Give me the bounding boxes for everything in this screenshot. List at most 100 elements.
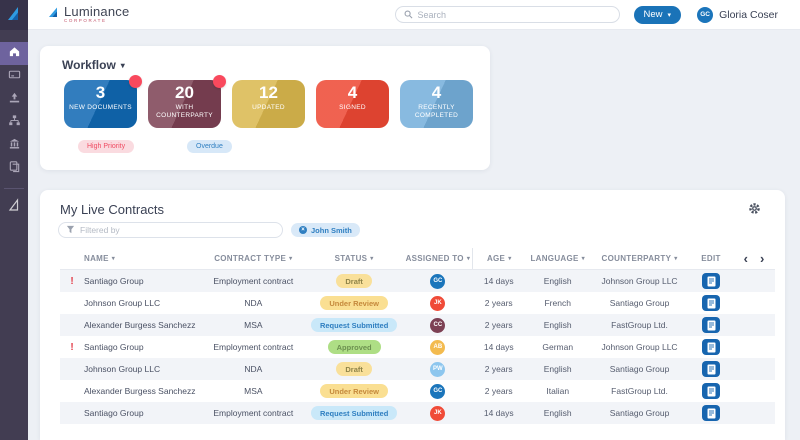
sidebar-item-bank[interactable] xyxy=(0,134,28,157)
contracts-title: My Live Contracts xyxy=(60,202,165,217)
cell-assigned-to: AB xyxy=(404,339,473,355)
cell-name: Alexander Burgess Sanchezz xyxy=(84,320,196,330)
caret-down-icon: ▾ xyxy=(120,60,125,70)
header-age[interactable]: Age ▾ xyxy=(472,248,525,269)
status-badge: Draft xyxy=(336,274,372,288)
filter-input[interactable] xyxy=(80,225,275,235)
tag-overdue[interactable]: Overdue xyxy=(187,140,232,153)
header-contract-type[interactable]: Contract Type ▾ xyxy=(214,254,293,263)
remove-filter-icon[interactable]: × xyxy=(299,226,307,234)
sort-caret-icon: ▾ xyxy=(674,256,678,262)
edit-button[interactable] xyxy=(702,273,720,289)
table-row[interactable]: Alexander Burgess Sanchezz MSA Under Rev… xyxy=(60,380,775,402)
cell-assigned-to: GC xyxy=(404,273,473,289)
table-row[interactable]: ! Santiago Group Employment contract App… xyxy=(60,336,775,358)
status-badge: Request Submitted xyxy=(310,406,398,420)
edit-button[interactable] xyxy=(702,295,720,311)
edit-button[interactable] xyxy=(702,383,720,399)
table-row[interactable]: Santiago Group Employment contract Reque… xyxy=(60,402,775,424)
filter-box[interactable] xyxy=(58,222,283,238)
card-updated[interactable]: 12 Updated xyxy=(232,80,305,128)
sort-caret-icon: ▾ xyxy=(466,256,471,262)
cell-contract-type: MSA xyxy=(244,320,263,330)
search-box[interactable] xyxy=(394,6,620,23)
edit-button[interactable] xyxy=(702,317,720,333)
card-signed[interactable]: 4 Signed xyxy=(316,80,389,128)
sidebar-item-hierarchy[interactable] xyxy=(0,111,28,134)
workflow-dropdown[interactable]: Workflow ▾ xyxy=(62,58,125,72)
topbar: Luminance CORPORATE New ▾ GC Gloria Cose… xyxy=(28,0,800,30)
sort-caret-icon: ▾ xyxy=(508,256,512,262)
cell-edit xyxy=(689,383,733,399)
sidebar-item-documents[interactable] xyxy=(0,157,28,180)
card-new-documents[interactable]: 3 New Documents xyxy=(64,75,142,128)
sidebar xyxy=(0,0,28,440)
hierarchy-icon xyxy=(8,114,21,132)
edit-button[interactable] xyxy=(702,339,720,355)
card-label: New Documents xyxy=(69,104,132,111)
cell-status: Request Submitted xyxy=(305,318,404,332)
cell-status: Draft xyxy=(305,274,404,288)
status-badge: Under Review xyxy=(320,384,388,398)
upload-icon xyxy=(8,91,21,109)
cell-language: English xyxy=(543,364,572,374)
cell-age: 2 years xyxy=(484,386,513,396)
cell-status: Approved xyxy=(305,340,404,354)
new-button[interactable]: New ▾ xyxy=(633,5,682,24)
sort-caret-icon: ▾ xyxy=(581,256,585,262)
card-value: 20 xyxy=(175,83,194,102)
user-menu[interactable]: GC Gloria Coser xyxy=(697,6,778,23)
cell-edit xyxy=(689,361,733,377)
notification-dot xyxy=(129,75,142,88)
table-row[interactable]: Alexander Burgess Sanchezz MSA Request S… xyxy=(60,314,775,336)
cell-name: Santiago Group xyxy=(84,408,144,418)
cell-edit xyxy=(689,295,733,311)
edit-button[interactable] xyxy=(702,405,720,421)
cell-language: German xyxy=(542,342,574,352)
workflow-panel: Workflow ▾ 3 New Documents 20 With Count… xyxy=(40,46,490,170)
sidebar-item-upload[interactable] xyxy=(0,88,28,111)
gear-icon[interactable] xyxy=(748,202,761,220)
card-with-counterparty[interactable]: 20 With Counterparty xyxy=(148,75,226,128)
assignee-avatar: PW xyxy=(430,361,446,377)
table-row[interactable]: Johnson Group LLC NDA Draft PW 2 years E… xyxy=(60,358,775,380)
brand-name: Luminance xyxy=(64,4,130,19)
cell-contract-type: NDA xyxy=(244,364,263,374)
cell-age: 2 years xyxy=(484,320,513,330)
sidebar-item-cards[interactable] xyxy=(0,65,28,88)
status-badge: Request Submitted xyxy=(310,318,398,332)
cell-counterparty: Santiago Group xyxy=(609,408,670,418)
cell-assigned-to: JK xyxy=(404,295,473,311)
sidebar-item-home[interactable] xyxy=(0,42,28,65)
contracts-table: Name ▾ Contract Type ▾ Status ▾ Assigned To… xyxy=(60,248,775,424)
tag-high-priority[interactable]: High Priority xyxy=(78,140,135,153)
edit-button[interactable] xyxy=(702,361,720,377)
cell-age: 14 days xyxy=(483,276,514,286)
sidebar-logo[interactable] xyxy=(0,0,28,30)
card-recently-completed[interactable]: 4 Recently Completed xyxy=(400,80,473,128)
table-pagination: ‹ › xyxy=(733,252,775,265)
cell-contract-type: Employment contract xyxy=(213,408,294,418)
cell-language: English xyxy=(543,408,572,418)
filter-chip-john-smith[interactable]: × John Smith xyxy=(291,223,360,237)
header-language[interactable]: Language ▾ xyxy=(530,254,585,263)
search-input[interactable] xyxy=(417,9,611,20)
header-assigned-to[interactable]: Assigned To ▾ xyxy=(405,254,471,263)
chevron-left-icon[interactable]: ‹ xyxy=(743,251,748,266)
cell-status: Under Review xyxy=(305,384,404,398)
header-edit: Edit xyxy=(701,254,721,263)
documents-icon xyxy=(8,160,21,178)
user-name: Gloria Coser xyxy=(719,8,778,21)
header-name[interactable]: Name ▾ xyxy=(84,254,116,263)
sidebar-item-sail[interactable] xyxy=(0,196,28,219)
cell-status: Request Submitted xyxy=(305,406,404,420)
cell-edit xyxy=(689,405,733,421)
cell-counterparty: Johnson Group LLC xyxy=(601,276,678,286)
header-status[interactable]: Status ▾ xyxy=(334,254,374,263)
table-row[interactable]: ! Santiago Group Employment contract Dra… xyxy=(60,270,775,292)
cell-counterparty: FastGroup Ltd. xyxy=(611,386,668,396)
chevron-right-icon[interactable]: › xyxy=(760,251,765,266)
header-counterparty[interactable]: Counterparty ▾ xyxy=(601,254,678,263)
table-row[interactable]: Johnson Group LLC NDA Under Review JK 2 … xyxy=(60,292,775,314)
